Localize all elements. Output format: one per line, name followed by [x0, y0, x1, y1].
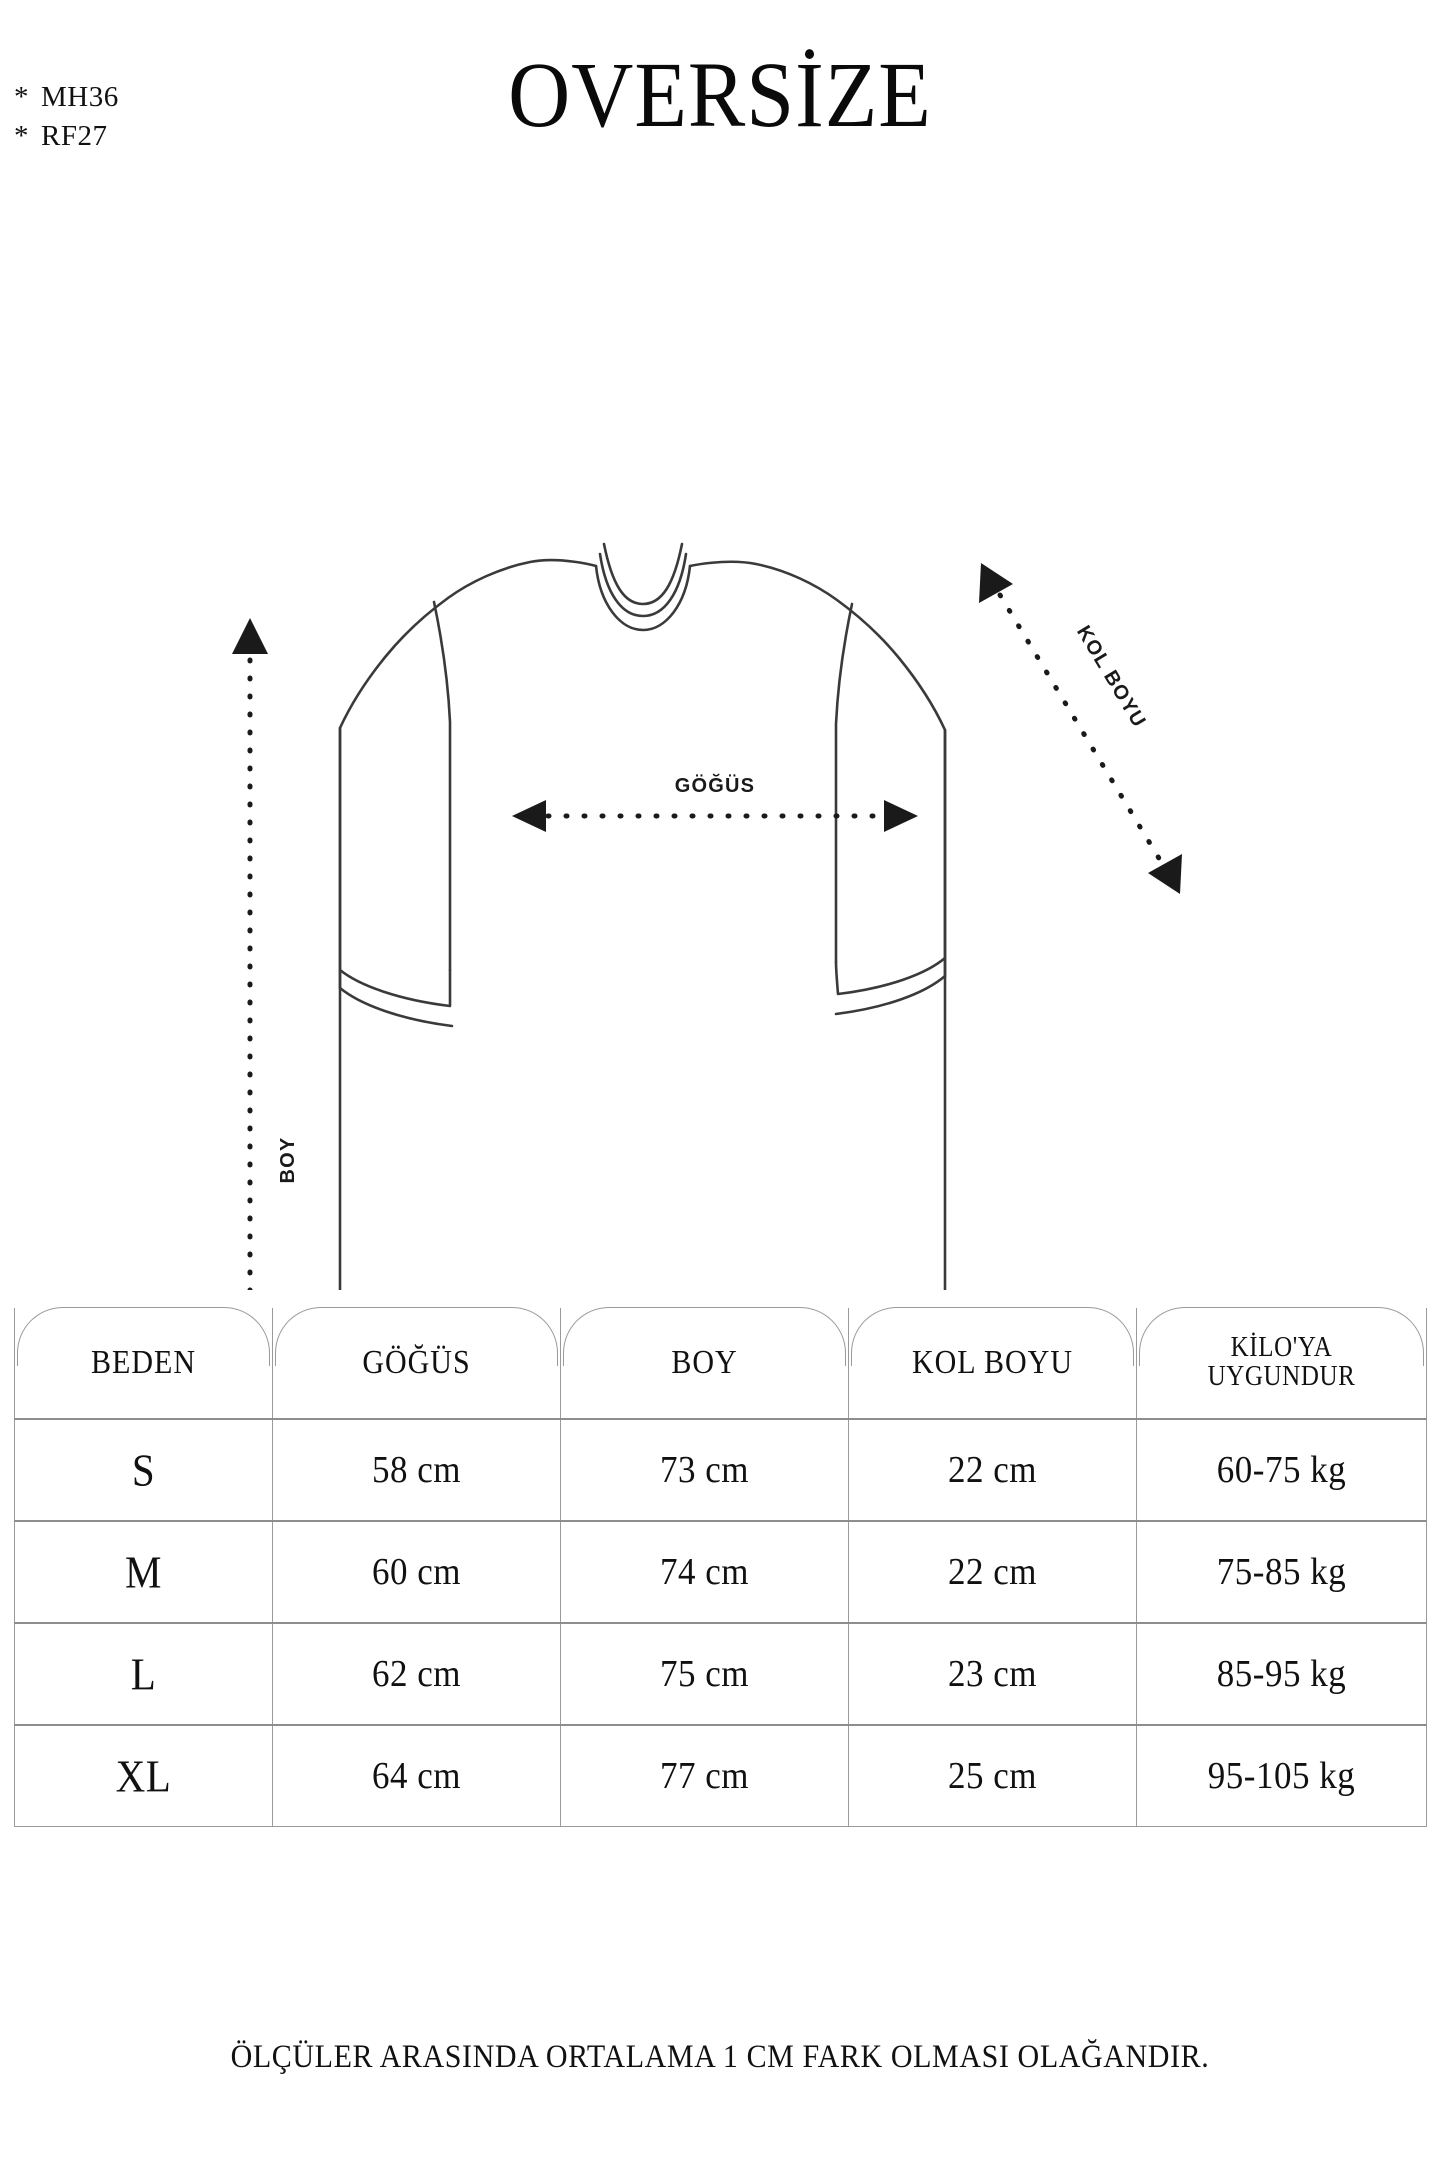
tshirt-measurement-diagram: GÖĞÜS BOY KOL BOYU: [0, 210, 1440, 1290]
cell-kol-boyu: 23 cm: [848, 1622, 1137, 1726]
cell-beden: L: [14, 1622, 273, 1726]
product-code-2: RF27: [41, 119, 108, 152]
product-code-line-2: * RF27: [14, 117, 119, 156]
cell-gogus: 62 cm: [272, 1622, 561, 1726]
bullet-star-icon: *: [14, 119, 29, 152]
product-code-1: MH36: [41, 81, 119, 113]
sleeve-measure-arrow: [979, 563, 1182, 894]
column-header-gogus: GÖĞÜS: [272, 1307, 561, 1420]
table-row: M 60 cm 74 cm 22 cm 75-85 kg: [14, 1520, 1427, 1624]
cell-beden: S: [14, 1418, 273, 1522]
cell-kilo: 95-105 kg: [1136, 1724, 1427, 1827]
cell-kilo: 60-75 kg: [1136, 1418, 1427, 1522]
table-header-row: BEDEN GÖĞÜS BOY KOL BOYU KİLO'YA UYGUNDU…: [14, 1307, 1427, 1420]
cell-boy: 74 cm: [560, 1520, 849, 1624]
cell-boy: 77 cm: [560, 1724, 849, 1827]
tshirt-icon: [338, 542, 947, 1290]
cell-gogus: 58 cm: [272, 1418, 561, 1522]
column-header-kilo-uygundur: KİLO'YA UYGUNDUR: [1136, 1307, 1427, 1420]
cell-kol-boyu: 22 cm: [848, 1520, 1137, 1624]
product-code-list: * MH36 * RF27: [14, 78, 119, 155]
length-label: BOY: [277, 1137, 299, 1184]
table-row: S 58 cm 73 cm 22 cm 60-75 kg: [14, 1418, 1427, 1522]
size-table-container: BEDEN GÖĞÜS BOY KOL BOYU KİLO'YA UYGUNDU…: [14, 1307, 1427, 1827]
chest-measure-arrow: [512, 800, 918, 832]
cell-boy: 75 cm: [560, 1622, 849, 1726]
cell-gogus: 64 cm: [272, 1724, 561, 1827]
sleeve-label: KOL BOYU: [1072, 622, 1150, 732]
header: * MH36 * RF27 OVERSİZE: [0, 0, 1440, 210]
cell-gogus: 60 cm: [272, 1520, 561, 1624]
column-header-boy: BOY: [560, 1307, 849, 1420]
bullet-star-icon: *: [14, 81, 29, 113]
chest-label: GÖĞÜS: [675, 773, 755, 797]
size-chart-table: BEDEN GÖĞÜS BOY KOL BOYU KİLO'YA UYGUNDU…: [14, 1307, 1427, 1827]
column-header-kol-boyu: KOL BOYU: [848, 1307, 1137, 1420]
column-header-beden: BEDEN: [14, 1307, 273, 1420]
measurement-tolerance-note: ÖLÇÜLER ARASINDA ORTALAMA 1 CM FARK OLMA…: [230, 2038, 1210, 2075]
page-title: OVERSİZE: [508, 42, 932, 147]
cell-kol-boyu: 22 cm: [848, 1418, 1137, 1522]
product-code-line-1: * MH36: [14, 78, 119, 117]
table-row: XL 64 cm 77 cm 25 cm 95-105 kg: [14, 1724, 1427, 1827]
length-measure-arrow: [232, 618, 268, 1290]
cell-kol-boyu: 25 cm: [848, 1724, 1137, 1827]
cell-kilo: 85-95 kg: [1136, 1622, 1427, 1726]
cell-kilo: 75-85 kg: [1136, 1520, 1427, 1624]
cell-beden: M: [14, 1520, 273, 1624]
cell-boy: 73 cm: [560, 1418, 849, 1522]
table-row: L 62 cm 75 cm 23 cm 85-95 kg: [14, 1622, 1427, 1726]
cell-beden: XL: [14, 1724, 273, 1827]
